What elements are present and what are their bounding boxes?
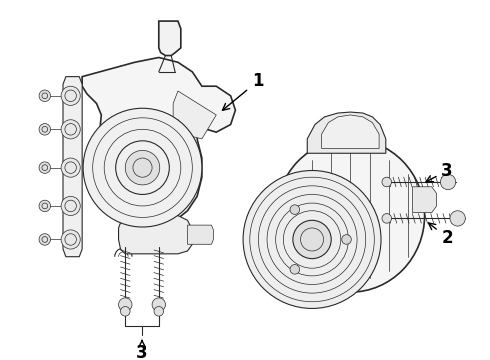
Polygon shape xyxy=(159,21,181,55)
Circle shape xyxy=(83,108,202,227)
Text: 2: 2 xyxy=(428,223,453,247)
Circle shape xyxy=(441,174,456,190)
Circle shape xyxy=(382,213,392,223)
Polygon shape xyxy=(173,91,216,139)
Circle shape xyxy=(39,123,50,135)
Polygon shape xyxy=(188,225,213,244)
Text: 3: 3 xyxy=(136,340,148,360)
Polygon shape xyxy=(152,120,188,163)
Circle shape xyxy=(450,211,465,226)
Circle shape xyxy=(293,220,331,258)
Text: 3: 3 xyxy=(426,162,453,182)
Text: 1: 1 xyxy=(222,72,263,110)
Circle shape xyxy=(125,150,160,185)
Circle shape xyxy=(243,171,381,309)
Polygon shape xyxy=(307,112,386,153)
Polygon shape xyxy=(321,115,379,148)
Circle shape xyxy=(382,177,392,187)
Circle shape xyxy=(39,200,50,212)
Ellipse shape xyxy=(276,139,425,292)
Circle shape xyxy=(154,306,164,316)
Circle shape xyxy=(39,90,50,102)
Circle shape xyxy=(290,265,299,274)
Circle shape xyxy=(119,298,132,311)
Circle shape xyxy=(152,298,166,311)
Circle shape xyxy=(61,230,80,249)
Circle shape xyxy=(121,306,130,316)
Polygon shape xyxy=(413,187,437,213)
Circle shape xyxy=(39,162,50,174)
Circle shape xyxy=(61,158,80,177)
Polygon shape xyxy=(119,216,192,254)
Polygon shape xyxy=(82,58,235,222)
Circle shape xyxy=(61,196,80,216)
Polygon shape xyxy=(63,77,82,257)
Circle shape xyxy=(61,86,80,105)
Circle shape xyxy=(290,205,299,215)
Circle shape xyxy=(39,234,50,245)
Circle shape xyxy=(61,120,80,139)
Circle shape xyxy=(342,235,351,244)
